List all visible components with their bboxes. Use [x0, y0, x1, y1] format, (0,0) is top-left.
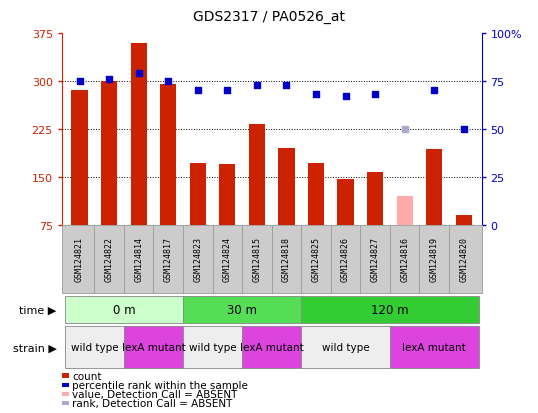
Text: percentile rank within the sample: percentile rank within the sample — [72, 380, 248, 390]
Bar — [337, 179, 353, 225]
Text: GSM124818: GSM124818 — [282, 237, 291, 282]
Point — [371, 92, 379, 98]
Text: rank, Detection Call = ABSENT: rank, Detection Call = ABSENT — [72, 398, 232, 408]
Text: lexA mutant: lexA mutant — [122, 342, 186, 352]
Bar — [160, 85, 176, 225]
Bar — [249, 125, 265, 225]
Point — [430, 88, 438, 95]
Text: value, Detection Call = ABSENT: value, Detection Call = ABSENT — [72, 389, 237, 399]
Text: wild type: wild type — [322, 342, 370, 352]
Point — [194, 88, 202, 95]
Point — [341, 94, 350, 100]
Point — [164, 78, 173, 85]
Text: GSM124821: GSM124821 — [75, 237, 84, 282]
Text: 0 m: 0 m — [112, 303, 135, 316]
Text: GSM124822: GSM124822 — [105, 237, 114, 282]
Bar — [220, 164, 236, 225]
Bar — [308, 163, 324, 225]
Text: wild type: wild type — [70, 342, 118, 352]
Point — [134, 71, 143, 77]
Bar — [426, 150, 442, 225]
Bar — [456, 216, 472, 225]
Text: GSM124815: GSM124815 — [252, 237, 261, 282]
Text: GSM124816: GSM124816 — [400, 237, 409, 282]
Text: GDS2317 / PA0526_at: GDS2317 / PA0526_at — [193, 10, 345, 24]
Text: time ▶: time ▶ — [19, 304, 56, 315]
Point — [459, 126, 468, 133]
Bar — [397, 197, 413, 225]
Text: GSM124825: GSM124825 — [312, 237, 321, 282]
Text: count: count — [72, 371, 102, 381]
Text: 120 m: 120 m — [371, 303, 409, 316]
Point — [75, 78, 84, 85]
Text: 30 m: 30 m — [227, 303, 257, 316]
Text: GSM124827: GSM124827 — [371, 237, 380, 282]
Text: GSM124817: GSM124817 — [164, 237, 173, 282]
Text: lexA mutant: lexA mutant — [240, 342, 303, 352]
Point — [312, 92, 320, 98]
Bar — [278, 149, 295, 225]
Point — [253, 82, 261, 89]
Bar — [367, 172, 383, 225]
Text: GSM124824: GSM124824 — [223, 237, 232, 282]
Text: lexA mutant: lexA mutant — [402, 342, 466, 352]
Text: GSM124826: GSM124826 — [341, 237, 350, 282]
Point — [282, 82, 291, 89]
Text: wild type: wild type — [189, 342, 236, 352]
Point — [223, 88, 232, 95]
Bar — [72, 91, 88, 225]
Text: GSM124819: GSM124819 — [430, 237, 438, 282]
Text: GSM124814: GSM124814 — [134, 237, 143, 282]
Text: strain ▶: strain ▶ — [12, 342, 56, 352]
Bar — [190, 163, 206, 225]
Bar — [101, 82, 117, 225]
Point — [400, 126, 409, 133]
Bar — [131, 43, 147, 225]
Text: GSM124820: GSM124820 — [459, 237, 468, 282]
Text: GSM124823: GSM124823 — [193, 237, 202, 282]
Point — [105, 76, 114, 83]
